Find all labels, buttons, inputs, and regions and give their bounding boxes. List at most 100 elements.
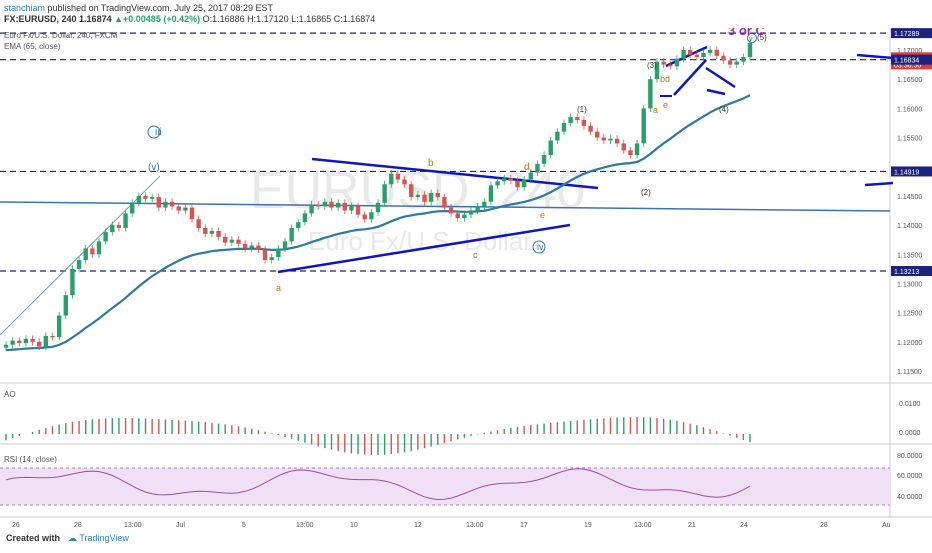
candle-body (668, 64, 673, 67)
candle-body (10, 340, 15, 345)
candle-body (707, 50, 713, 53)
candle-body (242, 243, 248, 249)
candle-body (17, 340, 22, 343)
chart-area[interactable]: EURUSD, 240 Euro Fx/U.S. Dollar iii (v) iv… (0, 23, 932, 548)
ohlc-values: O:1.16886 H:1.17120 L:1.16865 C:1.16874 (202, 14, 376, 24)
candle-body (262, 249, 268, 261)
candle-body (588, 125, 593, 132)
time-tick-label: Jul (176, 522, 185, 529)
price-tick-label: 1.16000 (897, 106, 922, 113)
candle-body (309, 204, 314, 214)
candle-body (342, 202, 347, 211)
wave-label-bd: bd (660, 74, 670, 84)
candle-body (56, 315, 62, 338)
ema-legend[interactable]: EMA (65, close) (4, 42, 61, 51)
publish-info: stanchiam published on TradingView.com, … (4, 2, 273, 14)
wave-label-4: (4) (719, 105, 729, 114)
wave-label-iv: iv (537, 242, 544, 252)
candle-body (70, 268, 75, 296)
wave-circle (532, 240, 546, 254)
candle-body (249, 245, 254, 249)
candle-body (30, 338, 35, 342)
tradingview-logo[interactable]: ☁ TradingView (68, 533, 129, 543)
wedge-line (705, 66, 736, 89)
candle-body (322, 201, 328, 207)
candle-body (302, 213, 308, 223)
wave-label-3-or-c: 3 or C (728, 28, 765, 38)
candle-body (90, 248, 95, 255)
candle-body (163, 201, 168, 208)
candle-body (349, 206, 354, 211)
candle-body (269, 257, 274, 261)
candle-body (515, 180, 520, 188)
wave-label-1: (1) (577, 105, 587, 114)
candle-body (448, 207, 454, 214)
wave-label-2: (2) (641, 188, 651, 197)
time-tick-label: 26 (12, 522, 20, 529)
candle-body (681, 50, 686, 59)
candle-body (3, 344, 9, 348)
publisher-name[interactable]: stanchiam (4, 3, 46, 13)
candle-body (189, 207, 195, 220)
ao-histogram (5, 417, 751, 455)
wave-v-trend-line (0, 175, 161, 336)
main-legend[interactable]: Euro Fx/U.S. Dollar, 240, FXCM (4, 31, 118, 40)
price-tag-label: 1.14919 (894, 169, 919, 176)
time-tick-label: Au (882, 522, 891, 529)
upper-triangle-line (311, 157, 599, 190)
candle-body (628, 150, 633, 156)
candle-body (395, 173, 401, 180)
candle-body (256, 245, 261, 250)
wave-label-3: (3) (647, 61, 657, 70)
wave-label-v: (v) (148, 162, 160, 173)
wave-label-iii: iii (155, 127, 162, 138)
candle-body (143, 195, 148, 199)
wave-label-c: c (473, 250, 478, 260)
wave-label-a: a (276, 283, 281, 293)
price-tick-label: 1.12000 (897, 340, 922, 347)
ao-tick-label: 0.0100 (899, 401, 921, 408)
candle-body (37, 341, 42, 347)
candle-body (362, 214, 367, 220)
candle-body (528, 172, 533, 180)
candle-body (196, 219, 201, 229)
price-change: +0.00485 (+0.42%) (123, 14, 201, 24)
wave-circle (147, 125, 161, 139)
candle-body (442, 197, 447, 208)
candle-body (727, 60, 733, 65)
rsi-legend[interactable]: RSI (14, close) (4, 455, 57, 464)
candle-body (428, 192, 434, 202)
time-tick-label: 28 (820, 522, 828, 529)
wave-label-e: e (540, 210, 545, 220)
candle-body (156, 197, 161, 208)
wave-label-e-small: e (663, 100, 668, 110)
time-tick-label: 28 (74, 522, 82, 529)
candle-body (555, 131, 560, 141)
wave-label-b: b (428, 158, 434, 169)
time-tick-label: 13:00 (466, 522, 484, 529)
ao-legend[interactable]: AO (4, 390, 16, 399)
candle-body (209, 230, 215, 234)
created-with-label: Created with (6, 533, 61, 543)
time-tick-label: 17 (520, 522, 528, 529)
candle-body (508, 178, 514, 181)
last-price: 1.16874 (79, 14, 112, 24)
candle-body (714, 50, 719, 56)
candle-body (741, 57, 746, 62)
candle-body (355, 206, 361, 215)
symbol-label[interactable]: FX:EURUSD, 240 (4, 14, 77, 24)
candle-body (282, 241, 288, 249)
price-tick-label: 1.15500 (897, 136, 922, 143)
candle-body (575, 117, 580, 121)
candle-body (488, 185, 494, 202)
wave-label-a-small: a (653, 105, 658, 115)
chart-svg[interactable]: EURUSD, 240 Euro Fx/U.S. Dollar iii(v)iv… (0, 23, 932, 548)
footer: Created with ☁ TradingView (0, 528, 932, 550)
axes: 1.17000 1.16500 1.16000 1.15500 1.14500 1.140… (12, 28, 932, 529)
candle-body (276, 248, 281, 258)
candle-body (76, 260, 82, 269)
candle-body (468, 210, 474, 215)
time-tick-label: 10 (350, 522, 358, 529)
candle-body (422, 194, 427, 202)
candle-body (116, 225, 122, 229)
